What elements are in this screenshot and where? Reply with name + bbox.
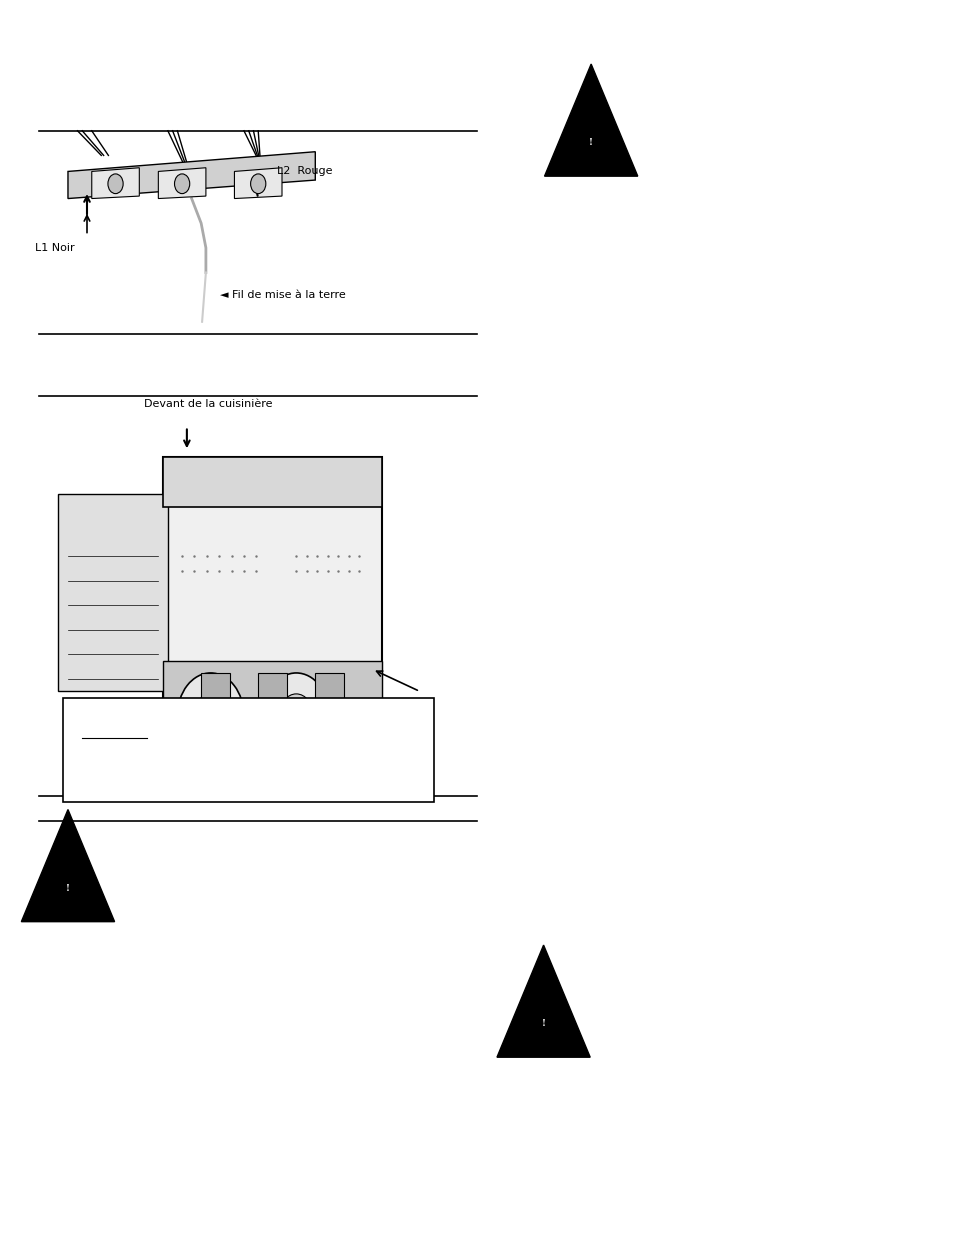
Text: !: ! [589, 138, 593, 147]
Circle shape [177, 673, 244, 760]
Circle shape [174, 174, 190, 194]
PathPatch shape [234, 168, 282, 199]
Circle shape [193, 694, 228, 739]
PathPatch shape [91, 168, 139, 199]
Text: !: ! [541, 1019, 545, 1028]
FancyBboxPatch shape [58, 494, 168, 692]
Polygon shape [544, 64, 638, 177]
Circle shape [279, 694, 314, 739]
Text: l'intérieur: l'intérieur [82, 735, 132, 745]
FancyBboxPatch shape [258, 673, 287, 760]
Polygon shape [497, 945, 590, 1057]
Text: L1 Noir: L1 Noir [34, 243, 74, 253]
FancyBboxPatch shape [314, 673, 343, 760]
Text: L2  Rouge: L2 Rouge [277, 167, 333, 177]
FancyBboxPatch shape [201, 673, 230, 760]
PathPatch shape [68, 152, 314, 199]
FancyBboxPatch shape [163, 457, 381, 760]
Polygon shape [21, 809, 114, 921]
FancyBboxPatch shape [163, 661, 381, 735]
Text: Le panneau arrière du dosseret est positionné à
l'intérieur des deux rainures gu: Le panneau arrière du dosseret est posit… [82, 710, 333, 747]
Text: Devant de la cuisinière: Devant de la cuisinière [144, 399, 273, 409]
FancyBboxPatch shape [63, 698, 434, 803]
Circle shape [251, 174, 266, 194]
Circle shape [263, 673, 329, 760]
PathPatch shape [158, 168, 206, 199]
Text: !: ! [66, 883, 70, 893]
Circle shape [108, 174, 123, 194]
PathPatch shape [53, 172, 68, 199]
FancyBboxPatch shape [163, 457, 381, 506]
Text: ◄ Fil de mise à la terre: ◄ Fil de mise à la terre [220, 290, 346, 300]
